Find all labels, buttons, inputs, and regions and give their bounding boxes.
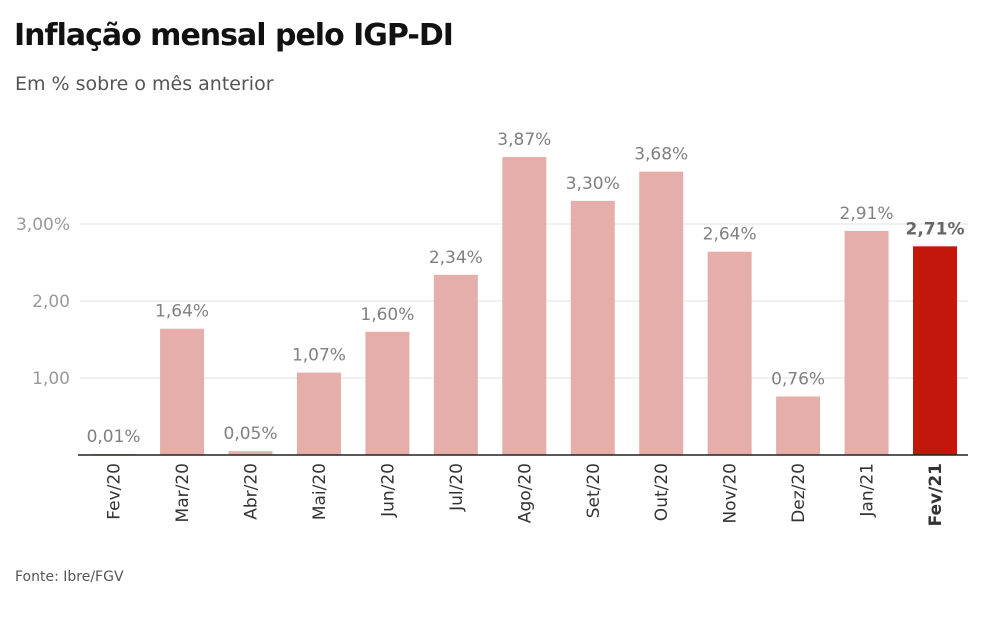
y-tick-label: 2,00 <box>32 292 70 312</box>
x-tick-label: Nov/20 <box>721 463 741 524</box>
data-label: 1,64% <box>155 302 209 322</box>
data-label: 2,71% <box>906 219 965 239</box>
data-label: 3,68% <box>634 145 688 165</box>
x-tick-label: Fev/20 <box>105 463 125 520</box>
bar-Jun/20 <box>365 331 410 455</box>
source-note: Fonte: Ibre/FGV <box>15 569 124 585</box>
bar-Nov/20 <box>707 251 752 455</box>
bar-Abr/20 <box>228 451 273 455</box>
bar-Ago/20 <box>502 157 547 455</box>
bar-Jan/21 <box>844 230 889 455</box>
bar-Mar/20 <box>160 328 205 455</box>
bar-Out/20 <box>639 171 684 455</box>
data-label: 0,01% <box>87 427 141 447</box>
bar-Mai/20 <box>296 372 341 455</box>
data-label: 1,07% <box>292 346 346 366</box>
data-label: 0,76% <box>771 369 825 389</box>
chart-subtitle: Em % sobre o mês anterior <box>15 73 274 95</box>
data-label: 0,05% <box>223 424 277 444</box>
bar-Dez/20 <box>776 396 821 455</box>
x-tick-label: Dez/20 <box>789 463 809 523</box>
chart-title: Inflação mensal pelo IGP-DI <box>14 18 454 53</box>
data-label: 3,30% <box>566 174 620 194</box>
x-tick-label: Out/20 <box>652 463 672 521</box>
data-label: 3,87% <box>497 130 551 150</box>
bar-Fev/21 <box>913 246 957 455</box>
x-tick-label: Jul/20 <box>447 463 467 512</box>
x-tick-label: Mai/20 <box>310 463 330 520</box>
data-label: 1,60% <box>360 305 414 325</box>
x-tick-label: Set/20 <box>584 463 604 518</box>
data-label: 2,91% <box>840 204 894 224</box>
x-tick-label: Abr/20 <box>242 463 262 520</box>
bar-Set/20 <box>570 200 615 455</box>
x-tick-label: Jan/21 <box>858 463 878 518</box>
x-tick-label: Jun/20 <box>378 463 398 518</box>
data-label: 2,64% <box>703 225 757 245</box>
x-tick-label: Fev/21 <box>926 463 946 526</box>
data-label: 2,34% <box>429 248 483 268</box>
bar-Jul/20 <box>433 274 478 455</box>
x-tick-label: Mar/20 <box>173 463 193 522</box>
y-tick-label: 3,00% <box>16 215 70 235</box>
y-tick-label: 1,00 <box>32 369 70 389</box>
x-tick-label: Ago/20 <box>515 463 535 523</box>
